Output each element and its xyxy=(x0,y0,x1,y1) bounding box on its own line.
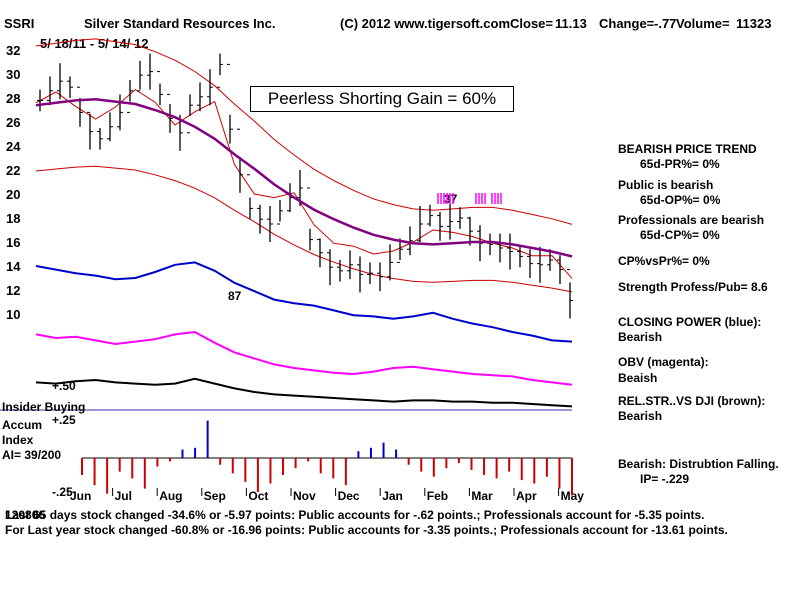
y-tick-label: 18 xyxy=(6,211,20,226)
side-panel-line: 65d-PR%= 0% xyxy=(640,157,720,171)
x-tick-label: Sep xyxy=(204,489,226,503)
closing-power-line xyxy=(35,261,573,343)
close-value: 11.13 xyxy=(555,16,587,31)
price-marker-37: 37 xyxy=(444,192,458,206)
company-name: Silver Standard Resources Inc. xyxy=(84,16,276,31)
side-panel-line: OBV (magenta): xyxy=(618,355,709,369)
y-tick-label: 12 xyxy=(6,283,20,298)
side-panel-line: Beaish xyxy=(618,371,658,385)
side-panel-line: Public is bearish xyxy=(618,178,714,192)
y-tick-label: 24 xyxy=(6,139,21,154)
change-value: -.77 xyxy=(654,16,677,31)
y-tick-label: 22 xyxy=(6,163,20,178)
side-panel-line: Professionals are bearish xyxy=(618,213,765,227)
close-label: Close= xyxy=(510,16,553,31)
lower-band xyxy=(35,165,573,293)
footer-line-last-year: For Last year stock changed -60.8% or -1… xyxy=(5,523,728,537)
footer-overlap-text: 120806 xyxy=(5,508,46,522)
insider-buying-label: Insider Buying xyxy=(2,400,86,414)
date-range: 5/ 18/11 - 5/ 14/ 12 xyxy=(40,36,149,51)
x-tick-label: Apr xyxy=(516,489,537,503)
short-ma xyxy=(35,88,573,279)
x-tick-label: Aug xyxy=(159,489,182,503)
obv-line xyxy=(35,330,573,386)
side-panel-line: Strength Profess/Pub= 8.6 xyxy=(618,280,768,294)
y-tick-label: 14 xyxy=(6,259,21,274)
ticker-symbol: SSRI xyxy=(4,16,35,31)
side-panel-line: 65d-OP%= 0% xyxy=(640,193,721,207)
y-tick-label: 26 xyxy=(6,115,20,130)
volume-label: Volume= xyxy=(676,16,730,31)
x-tick-label: Jan xyxy=(382,489,403,503)
y-tick-label: 30 xyxy=(6,67,20,82)
volume-value: 11323 xyxy=(736,16,772,31)
y-tick-label: 20 xyxy=(6,187,20,202)
price-marker-87: 87 xyxy=(228,289,242,303)
x-tick-label: Dec xyxy=(338,489,360,503)
x-tick-label: Mar xyxy=(471,489,493,503)
upper-band xyxy=(35,38,573,225)
rel-str-line xyxy=(35,377,573,408)
side-panel-line: Bearish xyxy=(618,409,663,423)
side-panel-line: Bearish xyxy=(618,330,663,344)
level-plus-50: +.50 xyxy=(52,379,76,393)
ai-value: AI= 39/200 xyxy=(2,448,62,462)
footer-line-65-days: Last 65 days stock changed -34.6% or -5.… xyxy=(5,508,705,522)
x-tick-label: May xyxy=(561,489,585,503)
side-panel-line: IP= -.229 xyxy=(640,472,690,486)
x-tick-label: Oct xyxy=(248,489,268,503)
x-tick-label: Feb xyxy=(427,489,448,503)
side-panel-line: 65d-CP%= 0% xyxy=(640,228,720,242)
x-tick-label: Nov xyxy=(293,489,316,503)
x-tick-label: Jun xyxy=(70,489,91,503)
copyright: (C) 2012 www.tigersoft.com xyxy=(340,16,510,31)
y-tick-label: 28 xyxy=(6,91,20,106)
level-minus-25: -.25 xyxy=(52,485,73,499)
x-tick-label: Jul xyxy=(115,489,132,503)
side-panel-line: CP%vsPr%= 0% xyxy=(618,254,710,268)
y-tick-label: 32 xyxy=(6,43,20,58)
index-label: Index xyxy=(2,433,34,447)
ma65-line xyxy=(35,97,573,258)
accum-label: Accum xyxy=(2,418,43,432)
side-panel-line: Bearish: Distrubtion Falling. xyxy=(618,457,779,471)
y-tick-label: 10 xyxy=(6,307,20,322)
change-label: Change= xyxy=(599,16,655,31)
level-plus-25: +.25 xyxy=(52,413,76,427)
shorting-gain-annotation: Peerless Shorting Gain = 60% xyxy=(250,86,514,112)
side-panel-line: REL.STR..VS DJI (brown): xyxy=(618,394,766,408)
y-tick-label: 16 xyxy=(6,235,20,250)
side-panel-line: CLOSING POWER (blue): xyxy=(618,315,762,329)
side-panel-line: BEARISH PRICE TREND xyxy=(618,142,757,156)
